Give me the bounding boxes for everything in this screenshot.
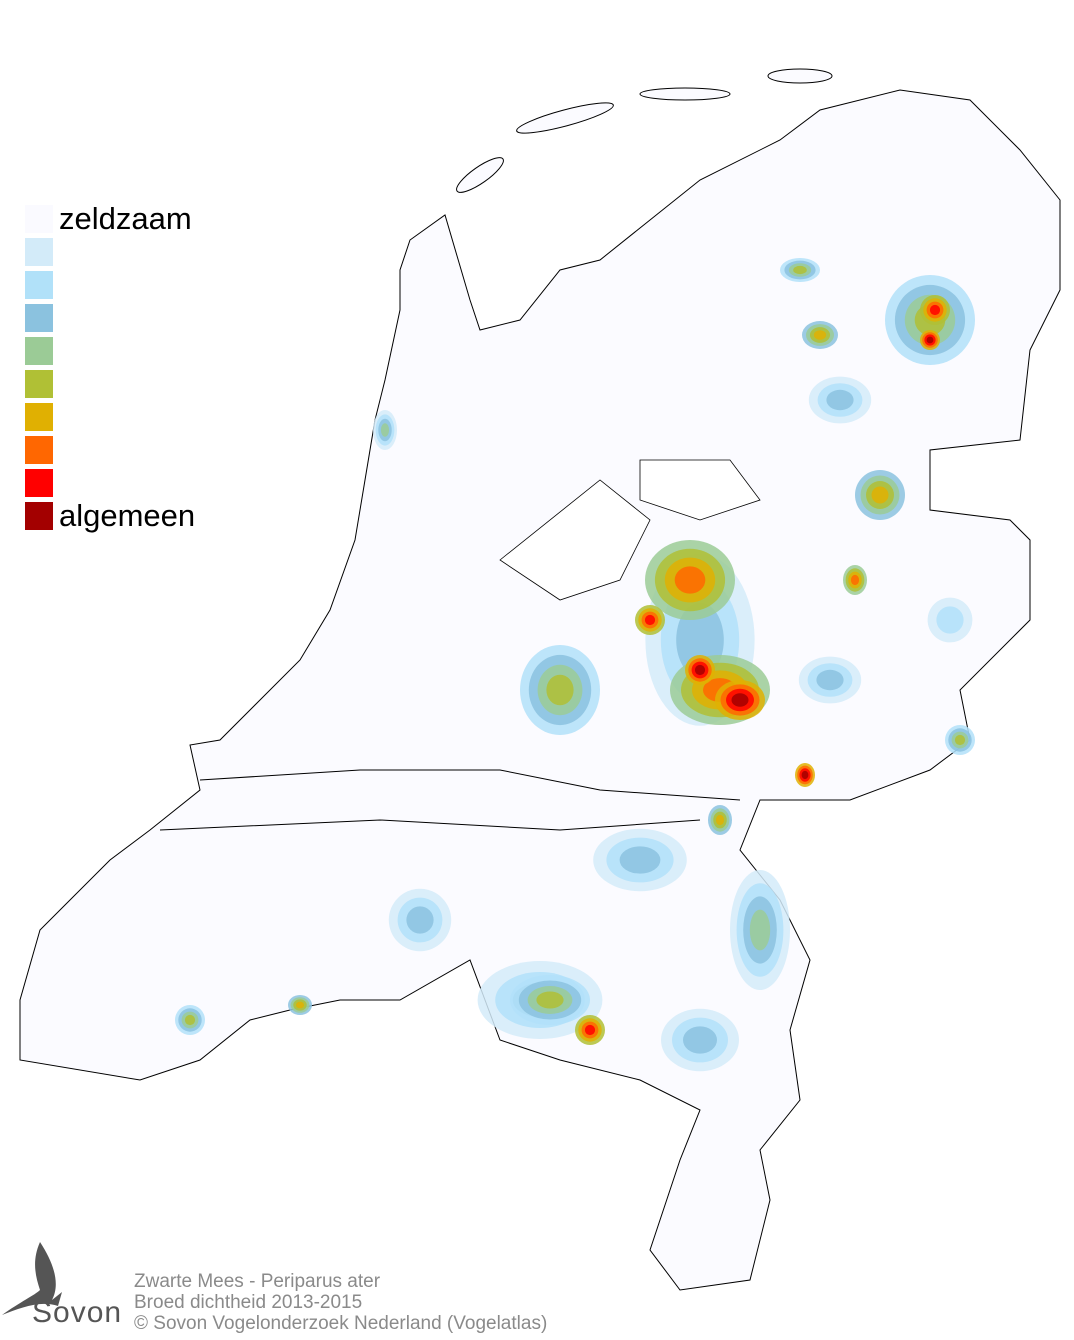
density-cell xyxy=(536,991,564,1009)
density-cell xyxy=(731,693,749,707)
legend-swatch-10 xyxy=(25,502,53,530)
legend-swatch-2 xyxy=(25,238,53,266)
density-cell xyxy=(826,389,854,411)
density-cell xyxy=(619,846,661,874)
legend-swatch-9 xyxy=(25,469,53,497)
density-cell xyxy=(801,770,809,780)
density-cell xyxy=(929,304,941,316)
density-cell xyxy=(694,664,706,676)
copyright: © Sovon Vogelonderzoek Nederland (Vogela… xyxy=(134,1313,548,1334)
density-cell xyxy=(926,336,934,344)
density-cell xyxy=(380,423,390,437)
density-cell xyxy=(674,566,706,594)
density-cell xyxy=(406,906,434,934)
density-cell xyxy=(749,909,771,951)
wadden-islands xyxy=(456,68,833,193)
map-caption: Zwarte Mees - Periparus ater Broed dicht… xyxy=(134,1271,547,1334)
dataset-subtitle: Broed dichtheid 2013-2015 xyxy=(134,1292,363,1313)
legend-swatch-3 xyxy=(25,271,53,299)
density-cell xyxy=(936,606,964,634)
density-cell xyxy=(793,265,807,275)
density-cell xyxy=(184,1014,196,1026)
swallow-icon xyxy=(2,1242,62,1315)
legend-swatch-5 xyxy=(25,337,53,365)
density-cell xyxy=(813,330,827,340)
density-cell xyxy=(816,669,844,691)
legend-label-rare: zeldzaam xyxy=(59,201,192,236)
density-cell xyxy=(871,486,889,504)
density-cell xyxy=(715,814,725,826)
density-cell xyxy=(954,734,966,746)
species-title: Zwarte Mees - Periparus ater xyxy=(134,1271,381,1292)
density-cell xyxy=(295,1001,305,1009)
density-cell xyxy=(584,1024,596,1036)
density-cells xyxy=(175,258,975,1072)
legend-swatch-6 xyxy=(25,370,53,398)
legend-swatch-1 xyxy=(25,205,53,233)
legend-swatch-4 xyxy=(25,304,53,332)
density-cell xyxy=(644,614,656,626)
legend-swatch-7 xyxy=(25,403,53,431)
sovon-logo-text: Sovon xyxy=(32,1296,123,1329)
density-cell xyxy=(850,574,860,586)
legend-swatch-8 xyxy=(25,436,53,464)
legend-label-common: algemeen xyxy=(59,498,196,533)
density-cell xyxy=(546,674,574,706)
density-cell xyxy=(683,1026,717,1054)
